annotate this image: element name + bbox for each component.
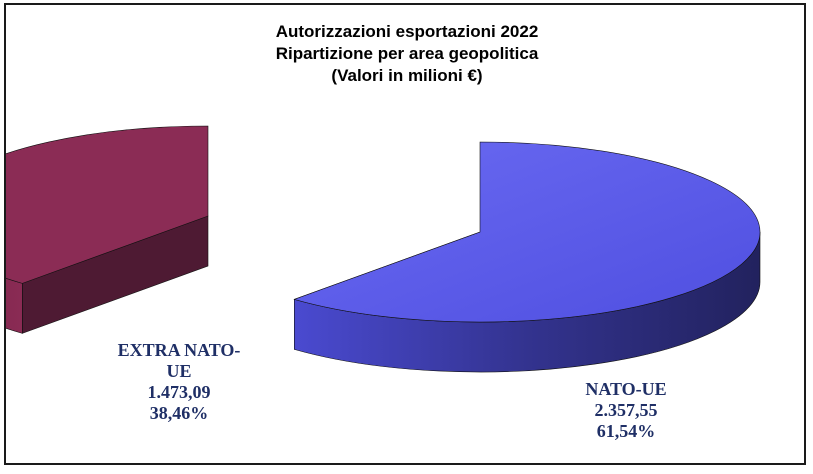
chart-title-line-1: Autorizzazioni esportazioni 2022 [275,22,539,41]
slice-label-extra-nato-ue: EXTRA NATO- UE 1.473,09 38,46% [94,340,264,424]
slice-label-nato-value: 2.357,55 [594,400,658,420]
chart-title-line-2: Ripartizione per area geopolitica [275,44,539,63]
slice-label-extra-name-line-2: UE [166,361,192,381]
slice-label-nato-name: NATO-UE [585,379,667,399]
slice-label-extra-value: 1.473,09 [147,382,211,402]
chart-title: Autorizzazioni esportazioni 2022 Riparti… [6,21,808,87]
slice-top-extra-nato-ue [6,125,209,284]
slice-label-extra-name-line-1: EXTRA NATO- [117,340,241,360]
chart-title-line-3: (Valori in milioni €) [331,66,483,85]
slice-rim-extra-nato-ue-0 [6,277,23,334]
slice-top-nato-ue [293,141,761,323]
slice-label-extra-percent: 38,46% [149,403,209,423]
slice-label-nato-percent: 61,54% [596,421,656,441]
slice-label-nato-ue: NATO-UE 2.357,55 61,54% [536,379,716,442]
chart-frame: Autorizzazioni esportazioni 2022 Riparti… [4,3,806,465]
pie-chart [6,125,761,373]
